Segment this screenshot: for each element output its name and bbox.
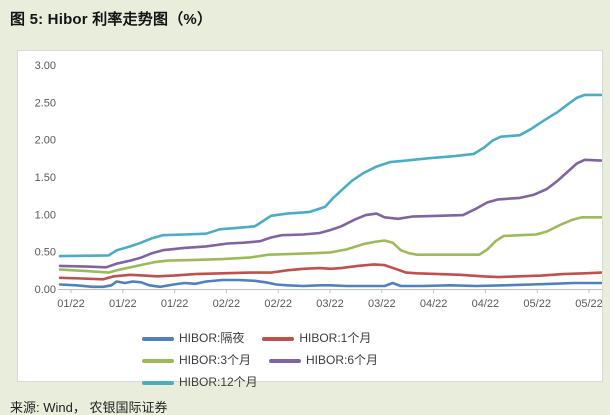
source-note: 来源: Wind， 农银国际证券 bbox=[10, 400, 168, 415]
y-axis-tick-label: 1.00 bbox=[35, 209, 56, 221]
legend-line-swatch bbox=[269, 358, 302, 363]
y-axis-tick-label: 2.00 bbox=[35, 135, 56, 147]
x-axis-tick-label: 02/22 bbox=[264, 298, 292, 310]
x-axis-tick-label: 03/22 bbox=[368, 298, 396, 310]
series-line-HIBOR:隔夜 bbox=[58, 278, 602, 289]
x-axis-tick-label: 02/22 bbox=[213, 298, 241, 310]
legend-item: HIBOR:1个月 bbox=[262, 331, 372, 345]
figure-title: 图 5: Hibor 利率走势图（%） bbox=[10, 11, 213, 28]
series-line-HIBOR:6个月 bbox=[58, 158, 602, 269]
y-axis-tick-label: 0.50 bbox=[35, 247, 56, 259]
legend-label: HIBOR:隔夜 bbox=[179, 331, 245, 345]
legend-line-swatch bbox=[142, 336, 174, 341]
legend-label: HIBOR:1个月 bbox=[299, 331, 372, 345]
series-line-HIBOR:12个月 bbox=[58, 93, 602, 258]
y-axis-tick-label: 1.50 bbox=[35, 172, 56, 184]
x-axis-tick-label: 03/22 bbox=[316, 298, 344, 310]
legend-line-swatch bbox=[262, 336, 295, 341]
legend-label: HIBOR:6个月 bbox=[306, 353, 379, 368]
legend-line-swatch bbox=[142, 358, 174, 363]
x-axis-tick-label: 01/22 bbox=[109, 298, 137, 310]
legend-item: HIBOR:6个月 bbox=[269, 353, 379, 368]
series-line-HIBOR:1个月 bbox=[58, 263, 602, 281]
x-axis-tick-label: 04/22 bbox=[420, 298, 448, 310]
chart-container: 3.00 2.50 2.00 1.50 1.00 0.50 0.00 01/22 01/22 01… bbox=[17, 50, 603, 389]
y-axis-tick-label: 2.50 bbox=[35, 97, 56, 109]
x-axis-tick-label: 05/22 bbox=[523, 298, 551, 310]
legend-label: HIBOR:3个月 bbox=[179, 353, 252, 368]
x-axis-tick-label: 05/22 bbox=[575, 298, 602, 310]
y-axis-tick-label: 0.00 bbox=[35, 284, 56, 296]
x-axis-tick-label: 04/22 bbox=[472, 298, 500, 310]
legend-line-swatch bbox=[142, 380, 174, 385]
series-line-HIBOR:3个月 bbox=[58, 216, 602, 274]
x-axis-tick-label: 01/22 bbox=[161, 298, 189, 310]
legend-label: HIBOR:12个月 bbox=[179, 375, 258, 390]
legend-item: HIBOR:12个月 bbox=[142, 376, 258, 389]
legend-item: HIBOR:隔夜 bbox=[142, 331, 245, 345]
legend-item: HIBOR:3个月 bbox=[142, 353, 252, 368]
x-axis-tick-label: 01/22 bbox=[57, 298, 85, 310]
chart-legend: HIBOR:隔夜 HIBOR:1个月 HIBOR:3个月 HIBOR:6个月 HIBOR… bbox=[142, 331, 498, 390]
y-axis-tick-label: 3.00 bbox=[35, 60, 56, 72]
